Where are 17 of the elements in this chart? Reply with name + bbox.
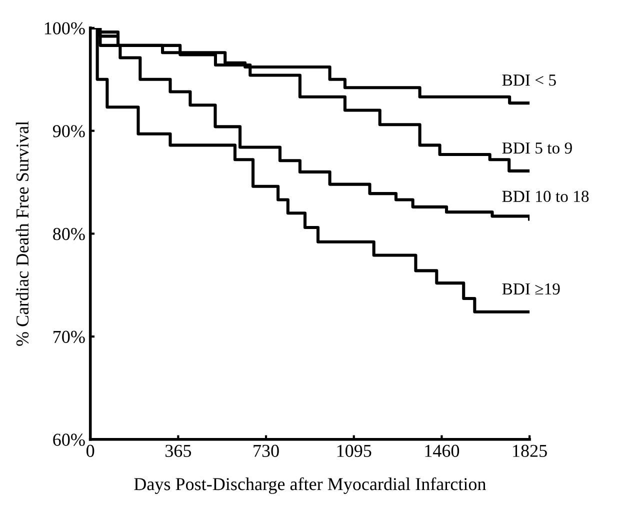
series-label: BDI 5 to 9 (502, 142, 572, 154)
y-axis-title: % Cardiac Death Free Survival (16, 121, 29, 346)
series-label: BDI 10 to 18 (502, 190, 589, 202)
y-tick-label: 90% (52, 125, 85, 138)
x-tick-label: 1825 (513, 444, 547, 457)
x-tick-label: 1460 (425, 444, 460, 457)
x-tick-label: 365 (166, 444, 192, 457)
y-tick-label: 100% (44, 22, 85, 34)
series-label: BDI < 5 (502, 74, 556, 86)
x-tick-label: 730 (254, 444, 279, 457)
x-tick-label: 1095 (337, 444, 372, 457)
series-label: BDI ≥19 (502, 283, 560, 295)
x-axis-title: Days Post-Discharge after Myocardial Infarction (134, 477, 486, 494)
y-tick-label: 70% (54, 330, 85, 344)
x-tick-label: 0 (86, 444, 94, 457)
y-tick-label: 60% (53, 434, 85, 446)
y-tick-label: 80% (53, 228, 85, 240)
